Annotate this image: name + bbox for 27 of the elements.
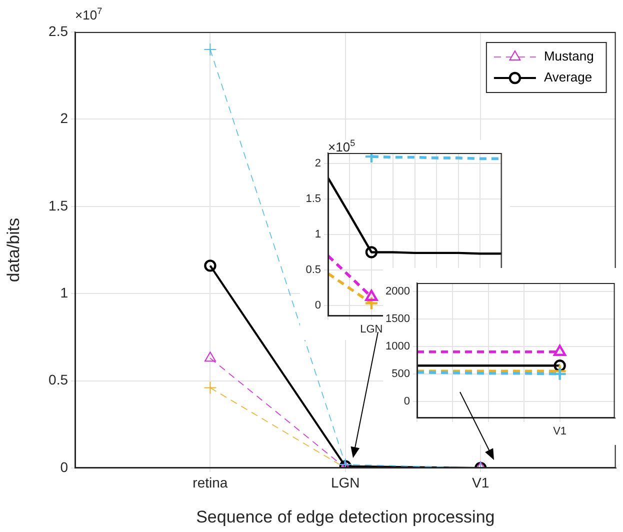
y-tick-label: 1 <box>60 284 68 300</box>
y-tick-label: 0 <box>404 396 410 408</box>
y-tick-label: 1500 <box>386 312 410 325</box>
y-tick-label: 2000 <box>386 285 410 298</box>
x-tick-label: LGN <box>331 474 360 490</box>
x-tick-label: retina <box>192 474 228 490</box>
text: ×10$^{7}$ <box>75 6 102 22</box>
y-tick-label: 0 <box>314 299 321 312</box>
x-tick-label: LGN <box>360 324 383 336</box>
y-tick-label: 1 <box>314 228 321 241</box>
y-tick-label: 1.5 <box>306 193 321 206</box>
annotation: ×10$^{5}$ <box>328 138 356 154</box>
y-tick-label: 1.5 <box>48 197 68 214</box>
y-tick-label: 1000 <box>386 340 410 352</box>
x-tick-label: V1 <box>553 426 567 438</box>
x-tick-label: V1 <box>472 474 490 490</box>
y-tick-label: 500 <box>392 368 410 380</box>
y-tick-label: 0.5 <box>48 372 68 388</box>
legend-label: Mustang <box>544 48 594 64</box>
y-tick-label: 0 <box>60 458 68 475</box>
y-axis-title: data/bits <box>4 218 23 282</box>
y-tick-label: 2.5 <box>48 22 68 39</box>
y-tick-label: 2 <box>314 158 321 170</box>
legend-label: Average <box>544 70 592 85</box>
y-tick-label: 0.5 <box>306 264 321 276</box>
x-axis-title: Sequence of edge detection processing <box>196 507 495 526</box>
y-tick-label: 2 <box>60 110 68 126</box>
